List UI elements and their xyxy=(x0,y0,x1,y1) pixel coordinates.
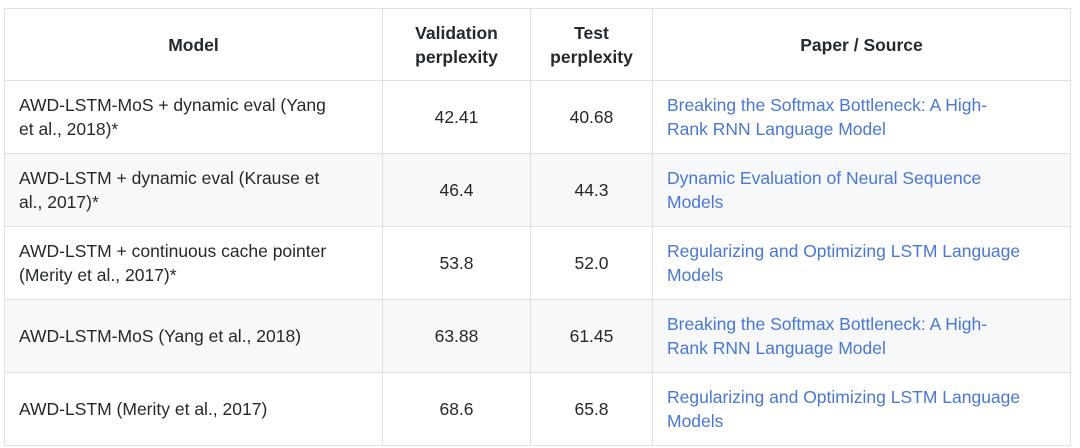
validation-perplexity-cell: 46.4 xyxy=(382,153,531,227)
paper-link[interactable]: Regularizing and Optimizing LSTM Languag… xyxy=(667,241,1021,285)
validation-perplexity-cell: 68.6 xyxy=(382,372,531,446)
model-name: AWD-LSTM-MoS (Yang et al., 2018) xyxy=(19,326,302,346)
paper-cell: Regularizing and Optimizing LSTM Languag… xyxy=(652,226,1071,300)
header-test-perplexity: Test perplexity xyxy=(530,8,653,81)
test-perplexity-cell: 61.45 xyxy=(530,299,653,373)
paper-cell: Regularizing and Optimizing LSTM Languag… xyxy=(652,372,1071,446)
paper-cell: Breaking the Softmax Bottleneck: A High-… xyxy=(652,80,1071,154)
paper-link[interactable]: Regularizing and Optimizing LSTM Languag… xyxy=(667,387,1021,431)
results-table-container: Model Validation perplexity Test perplex… xyxy=(4,8,1071,446)
header-paper-source: Paper / Source xyxy=(652,8,1071,81)
model-name: AWD-LSTM + continuous cache pointer (Mer… xyxy=(19,241,327,285)
model-cell: AWD-LSTM-MoS (Yang et al., 2018) xyxy=(4,299,383,373)
table-row: AWD-LSTM (Merity et al., 2017) 68.6 65.8… xyxy=(4,372,1071,446)
model-cell: AWD-LSTM (Merity et al., 2017) xyxy=(4,372,383,446)
validation-perplexity-cell: 63.88 xyxy=(382,299,531,373)
model-name: AWD-LSTM + dynamic eval (Krause et al., … xyxy=(19,168,320,212)
model-name: AWD-LSTM (Merity et al., 2017) xyxy=(19,399,268,419)
paper-cell: Dynamic Evaluation of Neural Sequence Mo… xyxy=(652,153,1071,227)
test-perplexity-cell: 40.68 xyxy=(530,80,653,154)
validation-perplexity-cell: 53.8 xyxy=(382,226,531,300)
header-validation-perplexity: Validation perplexity xyxy=(382,8,531,81)
table-row: AWD-LSTM + dynamic eval (Krause et al., … xyxy=(4,153,1071,227)
model-cell: AWD-LSTM + dynamic eval (Krause et al., … xyxy=(4,153,383,227)
paper-link[interactable]: Dynamic Evaluation of Neural Sequence Mo… xyxy=(667,168,982,212)
table-row: AWD-LSTM-MoS (Yang et al., 2018) 63.88 6… xyxy=(4,299,1071,373)
table-header-row: Model Validation perplexity Test perplex… xyxy=(4,8,1071,81)
paper-cell: Breaking the Softmax Bottleneck: A High-… xyxy=(652,299,1071,373)
header-model: Model xyxy=(4,8,383,81)
table-row: AWD-LSTM-MoS + dynamic eval (Yang et al.… xyxy=(4,80,1071,154)
paper-link[interactable]: Breaking the Softmax Bottleneck: A High-… xyxy=(667,95,988,139)
test-perplexity-cell: 52.0 xyxy=(530,226,653,300)
validation-perplexity-cell: 42.41 xyxy=(382,80,531,154)
paper-link[interactable]: Breaking the Softmax Bottleneck: A High-… xyxy=(667,314,988,358)
model-name: AWD-LSTM-MoS + dynamic eval (Yang et al.… xyxy=(19,95,326,139)
table-row: AWD-LSTM + continuous cache pointer (Mer… xyxy=(4,226,1071,300)
model-cell: AWD-LSTM + continuous cache pointer (Mer… xyxy=(4,226,383,300)
model-cell: AWD-LSTM-MoS + dynamic eval (Yang et al.… xyxy=(4,80,383,154)
test-perplexity-cell: 44.3 xyxy=(530,153,653,227)
test-perplexity-cell: 65.8 xyxy=(530,372,653,446)
perplexity-results-table: Model Validation perplexity Test perplex… xyxy=(4,8,1071,446)
